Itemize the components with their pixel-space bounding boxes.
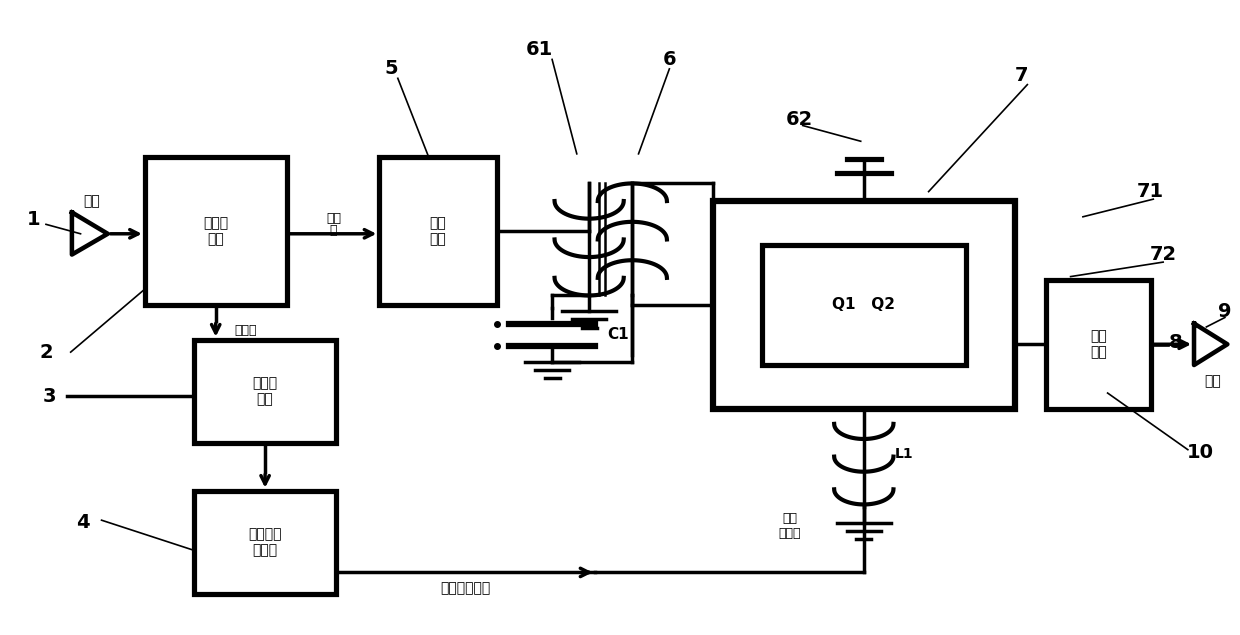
Text: 9: 9 <box>1218 302 1231 321</box>
Text: 输入
匹配: 输入 匹配 <box>429 216 446 246</box>
Text: 8: 8 <box>1168 333 1182 352</box>
Text: 1: 1 <box>27 210 41 229</box>
Text: 7: 7 <box>1014 65 1028 84</box>
Text: 端: 端 <box>330 224 337 237</box>
Text: 2: 2 <box>40 343 53 361</box>
Text: 直通: 直通 <box>326 211 341 225</box>
Bar <box>761 245 966 364</box>
Text: 单片机控
制系统: 单片机控 制系统 <box>248 528 281 558</box>
Text: 输入: 输入 <box>83 194 100 208</box>
Bar <box>195 491 336 594</box>
Text: 71: 71 <box>1137 182 1164 201</box>
Text: 6: 6 <box>662 50 676 69</box>
Text: 72: 72 <box>1149 245 1177 264</box>
Text: 输出: 输出 <box>1204 374 1221 388</box>
Bar <box>195 340 336 443</box>
Text: 射频耦
合器: 射频耦 合器 <box>203 216 228 246</box>
Text: 基极偏置电压: 基极偏置电压 <box>440 581 491 595</box>
Bar <box>145 157 286 305</box>
Text: Q1   Q2: Q1 Q2 <box>832 297 895 312</box>
Text: 4: 4 <box>76 512 89 531</box>
Bar <box>1045 280 1151 409</box>
Text: 3: 3 <box>43 387 57 406</box>
Text: 5: 5 <box>384 59 398 78</box>
Text: 输出
匹配: 输出 匹配 <box>1090 329 1107 359</box>
Text: 耦合端: 耦合端 <box>234 324 257 337</box>
Text: 10: 10 <box>1187 443 1214 462</box>
Bar <box>713 201 1016 409</box>
Text: 射频
扼流圈: 射频 扼流圈 <box>779 512 801 540</box>
Text: 射频检
波器: 射频检 波器 <box>253 377 278 406</box>
Text: 62: 62 <box>785 110 812 129</box>
Text: 61: 61 <box>526 41 553 60</box>
Bar <box>379 157 496 305</box>
Text: L1: L1 <box>895 447 914 461</box>
Text: C1: C1 <box>608 327 629 342</box>
